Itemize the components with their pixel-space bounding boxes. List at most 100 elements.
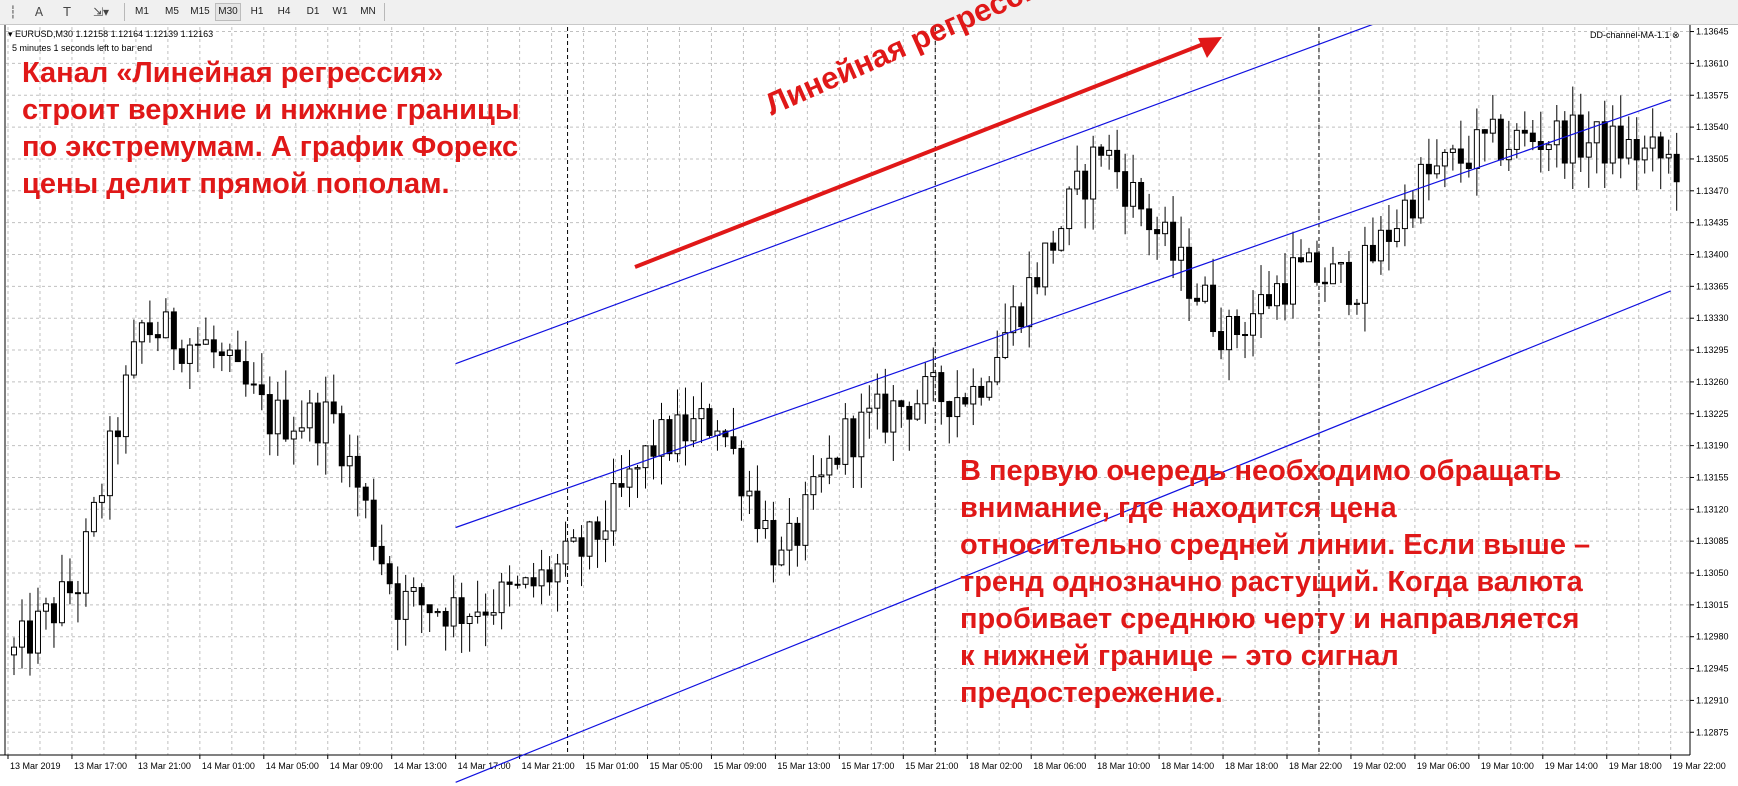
symbol-info-line: ▾ EURUSD,M30 1.12158 1.12164 1.12139 1.1… bbox=[8, 29, 213, 40]
candle-bearish bbox=[1577, 114, 1584, 158]
regression-channel-middle[interactable] bbox=[455, 99, 1671, 529]
collapse-triangle-icon[interactable]: ▾ bbox=[8, 29, 16, 39]
candle-bearish bbox=[370, 499, 377, 547]
x-tick-label: 18 Mar 06:00 bbox=[1033, 761, 1086, 771]
y-tick-label: 1.13260 bbox=[1696, 377, 1729, 387]
candle-bullish bbox=[1401, 199, 1408, 230]
candle-bullish bbox=[1593, 121, 1600, 144]
candle-bullish bbox=[450, 597, 457, 627]
timeframe-button-m1[interactable]: M1 bbox=[135, 6, 149, 17]
candle-bullish bbox=[322, 401, 329, 444]
timeframe-button-h4[interactable]: H4 bbox=[277, 6, 291, 17]
crosshair-lines-icon[interactable]: ┆ bbox=[9, 5, 17, 19]
candle-bearish bbox=[1457, 148, 1464, 164]
candle-bullish bbox=[1258, 294, 1265, 315]
annotation-line: В первую очередь необходимо обращать bbox=[960, 455, 1562, 487]
candle-bullish bbox=[1361, 244, 1368, 304]
toolbar: ┆ A T ⇲▾ M1 M5 M15 M30 H1 H4 D1 W1 MN bbox=[0, 0, 1738, 25]
candle-bullish bbox=[970, 385, 977, 405]
candle-bearish bbox=[978, 385, 985, 398]
candle-bearish bbox=[906, 405, 913, 420]
candle-bearish bbox=[1425, 163, 1432, 175]
y-tick-label: 1.13225 bbox=[1696, 409, 1729, 419]
candle-bearish bbox=[1242, 334, 1249, 337]
candle-bearish bbox=[1218, 331, 1225, 351]
candle-bullish bbox=[858, 411, 865, 458]
arrow-shapes-icon[interactable]: ⇲▾ bbox=[92, 5, 110, 19]
candle-bullish bbox=[914, 403, 921, 420]
text-box-icon[interactable]: T bbox=[63, 5, 71, 19]
toolbar-separator bbox=[124, 3, 125, 21]
text-label-icon[interactable]: A bbox=[34, 5, 44, 19]
timeframe-button-mn[interactable]: MN bbox=[360, 6, 376, 17]
candle-bullish bbox=[1305, 252, 1312, 263]
candle-bearish bbox=[154, 334, 161, 339]
candle-bullish bbox=[1058, 228, 1065, 251]
regression-channel-upper[interactable] bbox=[455, 25, 1415, 365]
timeframe-button-m15[interactable]: M15 bbox=[190, 6, 210, 17]
y-tick-label: 1.12875 bbox=[1696, 727, 1729, 737]
x-tick-label: 14 Mar 01:00 bbox=[202, 761, 255, 771]
x-tick-label: 15 Mar 05:00 bbox=[650, 761, 703, 771]
candle-bearish bbox=[1601, 121, 1608, 164]
candle-bullish bbox=[34, 610, 41, 654]
timeframe-button-d1[interactable]: D1 bbox=[306, 6, 320, 17]
timeframe-button-w1[interactable]: W1 bbox=[332, 6, 348, 17]
candle-bearish bbox=[946, 401, 953, 418]
close-indicator-icon[interactable]: ⊗ bbox=[1672, 31, 1680, 41]
candle-bullish bbox=[890, 400, 897, 433]
annotation-line: внимание, где находится цена bbox=[960, 492, 1397, 524]
candle-bullish bbox=[98, 495, 105, 503]
candle-bullish bbox=[930, 372, 937, 378]
candle-bullish bbox=[1641, 147, 1648, 161]
candle-bullish bbox=[1010, 306, 1017, 334]
x-tick-label: 15 Mar 01:00 bbox=[586, 761, 639, 771]
candle-bearish bbox=[962, 397, 969, 405]
candle-bullish bbox=[1162, 221, 1169, 235]
candle-bearish bbox=[1282, 283, 1288, 305]
candle-bearish bbox=[242, 361, 249, 385]
candle-bearish bbox=[314, 402, 321, 444]
x-tick-label: 19 Mar 18:00 bbox=[1609, 761, 1662, 771]
candle-bearish bbox=[1345, 261, 1352, 305]
x-tick-label: 13 Mar 17:00 bbox=[74, 761, 127, 771]
candle-bearish bbox=[354, 455, 361, 488]
candle-bearish bbox=[426, 604, 433, 614]
y-tick-label: 1.13365 bbox=[1696, 281, 1729, 291]
candle-bearish bbox=[1034, 277, 1041, 288]
candle-bearish bbox=[794, 522, 801, 546]
trend-arrow-head-icon bbox=[1198, 37, 1222, 58]
annotation-line: предостережение. bbox=[960, 677, 1223, 709]
chart-window[interactable]: 1.13645 1.13610 1.13575 1.13540 1.13505 1.134… bbox=[0, 25, 1738, 786]
timeframe-button-h1[interactable]: H1 bbox=[250, 6, 264, 17]
candle-bullish bbox=[538, 569, 545, 587]
annotation-left: Канал «Линейная регрессия» строит верхни… bbox=[22, 55, 520, 203]
candle-bearish bbox=[418, 587, 425, 606]
timeframe-button-m5[interactable]: M5 bbox=[165, 6, 179, 17]
timeframe-button-m30[interactable]: M30 bbox=[215, 3, 241, 21]
y-tick-label: 1.13540 bbox=[1696, 122, 1729, 132]
candle-bearish bbox=[506, 581, 513, 585]
x-tick-label: 15 Mar 21:00 bbox=[905, 761, 958, 771]
candle-bearish bbox=[1529, 132, 1536, 143]
candle-bullish bbox=[162, 311, 169, 339]
candle-bearish bbox=[1186, 246, 1193, 299]
candle-bearish bbox=[898, 400, 905, 407]
candle-bullish bbox=[626, 468, 633, 488]
candle-bullish bbox=[466, 615, 473, 624]
candle-bearish bbox=[1521, 129, 1528, 134]
candle-bearish bbox=[26, 620, 33, 654]
annotation-line: к нижней границе – это сигнал bbox=[960, 640, 1399, 672]
candle-bullish bbox=[186, 344, 193, 364]
candle-bearish bbox=[1154, 229, 1161, 235]
candle-bearish bbox=[1497, 118, 1504, 161]
regression-channel-lower[interactable] bbox=[455, 290, 1671, 783]
candle-bullish bbox=[1090, 146, 1097, 200]
y-tick-label: 1.13295 bbox=[1696, 345, 1729, 355]
candle-bearish bbox=[338, 413, 345, 467]
candle-bullish bbox=[1353, 302, 1360, 305]
price-chart[interactable]: 1.13645 1.13610 1.13575 1.13540 1.13505 1.134… bbox=[0, 25, 1738, 786]
candle-bearish bbox=[1098, 146, 1105, 156]
annotation-line: строит верхние и нижние границы bbox=[22, 94, 520, 126]
candle-bullish bbox=[194, 343, 201, 346]
